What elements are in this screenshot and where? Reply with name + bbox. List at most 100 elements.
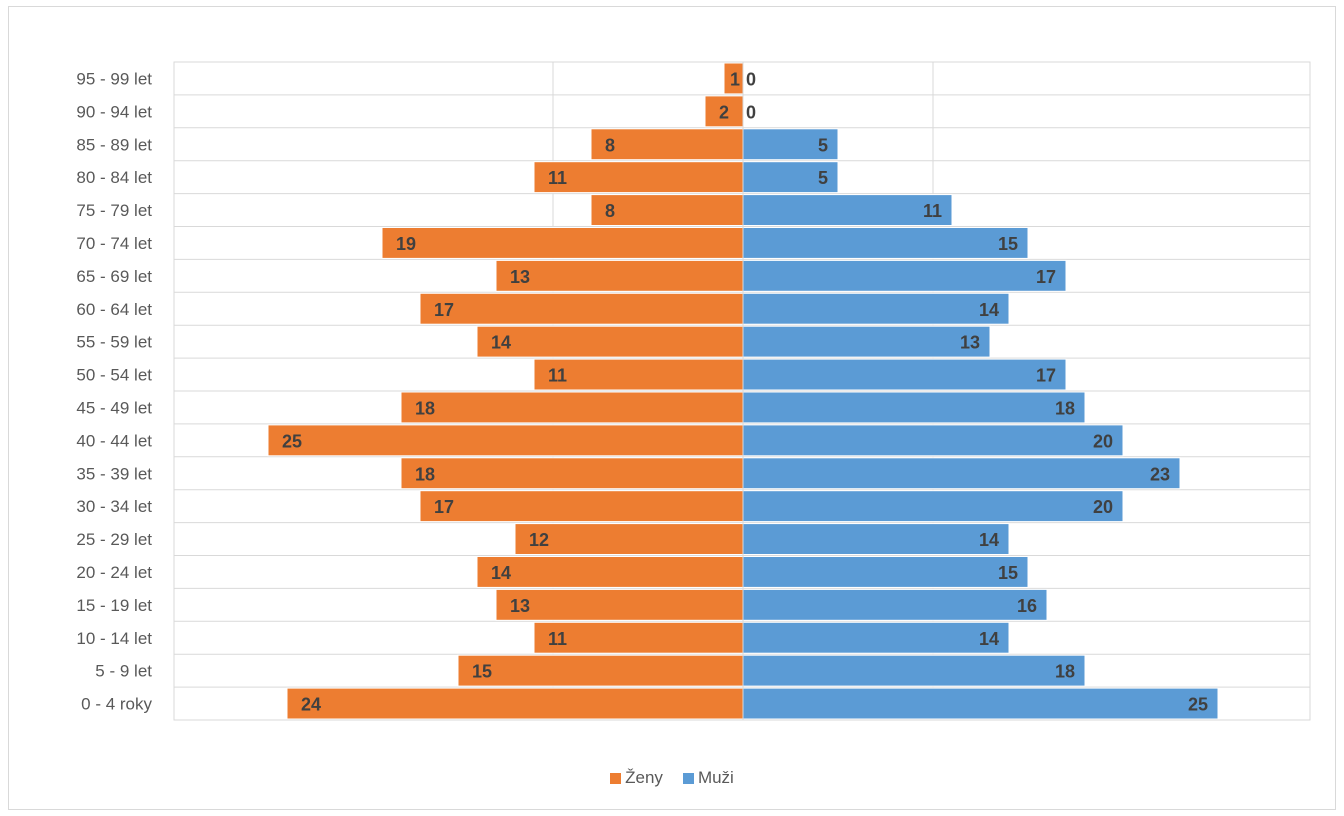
data-label-muzi: 14 xyxy=(979,300,999,320)
category-label: 55 - 59 let xyxy=(76,333,152,352)
bar-muzi xyxy=(742,523,1010,555)
bar-zeny xyxy=(495,259,744,292)
data-label-muzi: 15 xyxy=(998,563,1018,583)
bar-zeny xyxy=(267,424,744,457)
category-label: 60 - 64 let xyxy=(76,300,152,319)
legend-item-women: Ženy xyxy=(610,768,663,788)
data-label-zeny: 11 xyxy=(548,168,567,188)
bar-zeny xyxy=(590,128,744,161)
category-label: 65 - 69 let xyxy=(76,267,152,286)
data-label-muzi: 5 xyxy=(818,168,828,188)
bar-muzi xyxy=(742,227,1029,259)
category-label: 20 - 24 let xyxy=(76,563,152,582)
data-label-zeny: 15 xyxy=(472,662,492,682)
bar-zeny xyxy=(495,588,744,621)
legend-label-men: Muži xyxy=(697,768,734,787)
legend-item-men: Muži xyxy=(682,768,734,788)
bar-muzi xyxy=(742,490,1124,523)
category-label: 85 - 89 let xyxy=(76,135,152,154)
category-label: 45 - 49 let xyxy=(76,398,152,417)
data-label-zeny: 17 xyxy=(434,497,454,517)
legend-swatch-women xyxy=(610,772,622,784)
bar-muzi xyxy=(742,259,1067,292)
data-label-zeny: 11 xyxy=(548,366,567,386)
bar-zeny xyxy=(400,391,744,424)
data-label-zeny: 19 xyxy=(396,234,416,254)
data-label-zeny: 24 xyxy=(301,695,321,715)
bar-muzi xyxy=(742,654,1086,687)
bar-muzi xyxy=(742,391,1086,424)
category-label: 15 - 19 let xyxy=(76,596,152,615)
data-label-muzi: 17 xyxy=(1036,267,1056,287)
category-label: 50 - 54 let xyxy=(76,366,152,385)
bar-zeny xyxy=(286,687,744,720)
data-label-muzi: 16 xyxy=(1017,596,1037,616)
data-label-zeny: 8 xyxy=(605,135,615,155)
data-label-zeny: 2 xyxy=(719,102,729,122)
bar-zeny xyxy=(476,556,744,588)
data-label-muzi: 13 xyxy=(960,333,980,353)
category-label: 10 - 14 let xyxy=(76,629,152,648)
bar-zeny xyxy=(514,523,744,555)
bar-zeny xyxy=(476,325,744,358)
bar-muzi xyxy=(742,424,1124,457)
bar-muzi xyxy=(742,358,1067,391)
category-label: 90 - 94 let xyxy=(76,102,152,121)
bar-zeny xyxy=(533,161,744,194)
data-label-zeny: 14 xyxy=(491,333,511,353)
category-label: 95 - 99 let xyxy=(76,69,152,88)
category-label: 40 - 44 let xyxy=(76,431,152,450)
bar-zeny xyxy=(457,654,744,687)
bar-zeny xyxy=(533,621,744,654)
bar-muzi xyxy=(742,621,1010,654)
category-label: 5 - 9 let xyxy=(95,662,152,681)
data-label-muzi: 15 xyxy=(998,234,1018,254)
data-label-muzi: 14 xyxy=(979,530,999,550)
data-label-muzi: 23 xyxy=(1150,464,1170,484)
category-label: 35 - 39 let xyxy=(76,464,152,483)
data-label-zeny: 18 xyxy=(415,464,435,484)
bar-zeny xyxy=(381,227,744,259)
bar-muzi xyxy=(742,128,839,161)
data-label-zeny: 1 xyxy=(730,69,740,89)
category-label: 30 - 34 let xyxy=(76,497,152,516)
data-label-muzi: 18 xyxy=(1055,662,1075,682)
bar-muzi xyxy=(742,161,839,194)
bar-zeny xyxy=(400,457,744,490)
data-label-muzi: 18 xyxy=(1055,398,1075,418)
category-label: 25 - 29 let xyxy=(76,530,152,549)
bar-muzi xyxy=(742,292,1010,325)
legend-label-women: Ženy xyxy=(625,768,663,787)
data-label-muzi: 0 xyxy=(746,102,756,122)
data-label-zeny: 14 xyxy=(491,563,511,583)
bar-zeny xyxy=(419,292,744,325)
data-label-muzi: 20 xyxy=(1093,497,1113,517)
data-label-zeny: 11 xyxy=(548,629,567,649)
bar-zeny xyxy=(704,95,744,128)
data-label-muzi: 0 xyxy=(746,69,756,89)
data-label-muzi: 5 xyxy=(818,135,828,155)
data-label-zeny: 13 xyxy=(510,596,530,616)
legend-swatch-men xyxy=(682,772,694,784)
bar-muzi xyxy=(742,556,1029,588)
data-label-zeny: 17 xyxy=(434,300,454,320)
data-label-muzi: 20 xyxy=(1093,431,1113,451)
data-label-zeny: 25 xyxy=(282,431,302,451)
category-label: 70 - 74 let xyxy=(76,234,152,253)
data-label-muzi: 11 xyxy=(923,201,942,221)
data-label-zeny: 8 xyxy=(605,201,615,221)
category-label: 75 - 79 let xyxy=(76,201,152,220)
chart-legend: Ženy Muži xyxy=(0,768,1344,788)
data-label-zeny: 13 xyxy=(510,267,530,287)
category-label: 80 - 84 let xyxy=(76,168,152,187)
bar-muzi xyxy=(742,687,1219,720)
bar-muzi xyxy=(742,457,1181,490)
bar-muzi xyxy=(742,588,1048,621)
data-label-zeny: 18 xyxy=(415,398,435,418)
data-label-muzi: 17 xyxy=(1036,366,1056,386)
bar-muzi xyxy=(742,194,953,227)
bar-muzi xyxy=(742,325,991,358)
data-label-muzi: 14 xyxy=(979,629,999,649)
data-label-zeny: 12 xyxy=(529,530,549,550)
